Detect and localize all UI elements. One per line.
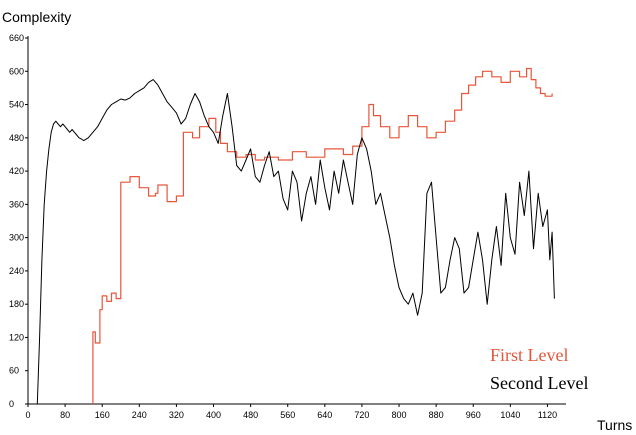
x-tick-label: 640 [317, 410, 332, 420]
y-tick-label: 60 [9, 366, 19, 376]
y-tick-label: 120 [9, 332, 24, 342]
y-tick-label: 180 [9, 299, 24, 309]
y-tick-label: 300 [9, 233, 24, 243]
x-tick-label: 560 [280, 410, 295, 420]
x-tick-label: 480 [243, 410, 258, 420]
series-line-second-level [36, 79, 555, 405]
y-ticks: 0 60 120 180 240 300 360 420 480 540 600 660 [9, 33, 28, 409]
y-tick-label: 480 [9, 133, 24, 143]
y-tick-label: 0 [9, 399, 14, 409]
y-tick-label: 600 [9, 66, 24, 76]
series-group [36, 67, 555, 405]
y-axis-label: Complexity [2, 9, 71, 25]
y-tick-label: 660 [9, 33, 24, 43]
y-tick-label: 540 [9, 100, 24, 110]
x-tick-label: 800 [392, 410, 407, 420]
series-line-first-level [92, 67, 553, 404]
x-tick-label: 880 [429, 410, 444, 420]
x-tick-label: 80 [60, 410, 70, 420]
x-tick-label: 1120 [538, 410, 557, 420]
x-tick-label: 0 [25, 410, 30, 420]
x-tick-label: 320 [169, 410, 184, 420]
x-ticks: 0 80 160 240 320 400 480 560 640 720 800 880 960 1040… [25, 404, 557, 420]
legend-first-level: First Level [490, 345, 569, 365]
x-tick-label: 160 [95, 410, 110, 420]
legend-second-level: Second Level [490, 373, 588, 393]
y-tick-label: 240 [9, 266, 24, 276]
x-axis-label: Turns [597, 417, 632, 433]
x-tick-label: 1040 [500, 410, 520, 420]
x-tick-label: 720 [354, 410, 369, 420]
x-tick-label: 240 [132, 410, 147, 420]
x-tick-label: 960 [466, 410, 481, 420]
y-tick-label: 360 [9, 199, 24, 209]
y-tick-label: 420 [9, 166, 24, 176]
x-tick-label: 400 [206, 410, 221, 420]
